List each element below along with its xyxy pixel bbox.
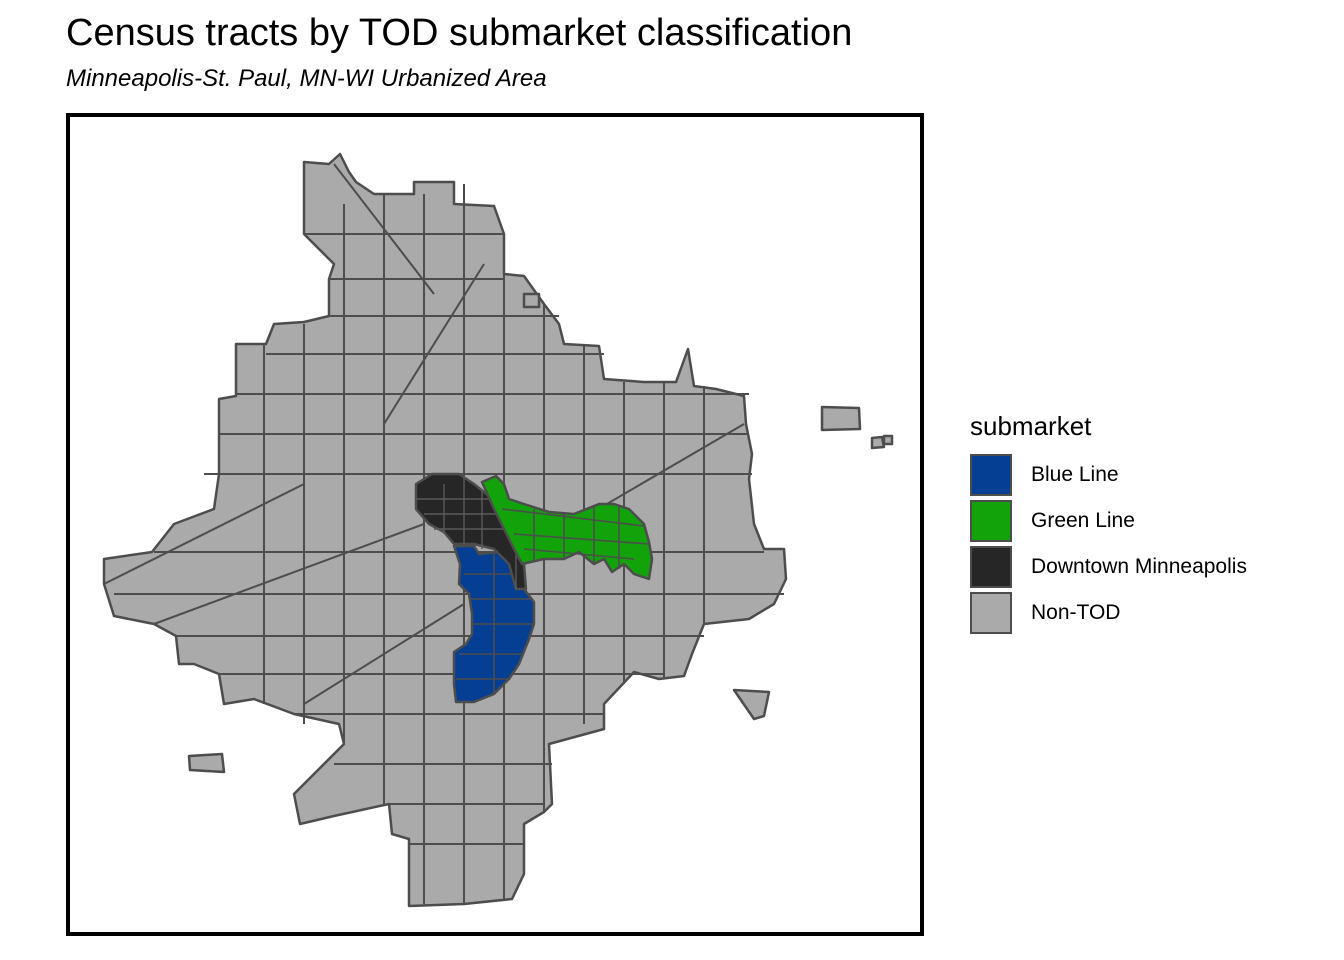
legend-title: submarket [970,411,1092,441]
outlying-tract [870,435,886,450]
legend-item-green-line: Green Line [970,500,1310,546]
legend-item-non-tod: Non-TOD [970,592,1310,638]
outlying-tract [732,688,771,721]
legend-label: Downtown Minneapolis [1031,555,1247,578]
green-line-region [480,474,654,581]
outlying-tract [522,292,541,309]
legend-key [970,500,1012,542]
outlying-tract [882,434,894,446]
legend-key [970,592,1012,634]
legend-label: Blue Line [1031,463,1119,486]
tract-map[interactable] [70,117,920,932]
map-panel[interactable] [66,113,924,936]
outlying-tract [187,752,226,774]
map-subtitle: Minneapolis-St. Paul, MN-WI Urbanized Ar… [66,65,547,92]
legend-item-downtown-minneapolis: Downtown Minneapolis [970,546,1310,592]
legend-label: Non-TOD [1031,601,1121,624]
legend-item-blue-line: Blue Line [970,454,1310,500]
map-title: Census tracts by TOD submarket classific… [66,12,853,54]
legend-label: Green Line [1031,509,1135,532]
legend: submarket Blue Line Green Line Downtown … [970,408,1310,638]
legend-key [970,454,1012,496]
outlying-tract [820,405,862,432]
legend-key [970,546,1012,588]
